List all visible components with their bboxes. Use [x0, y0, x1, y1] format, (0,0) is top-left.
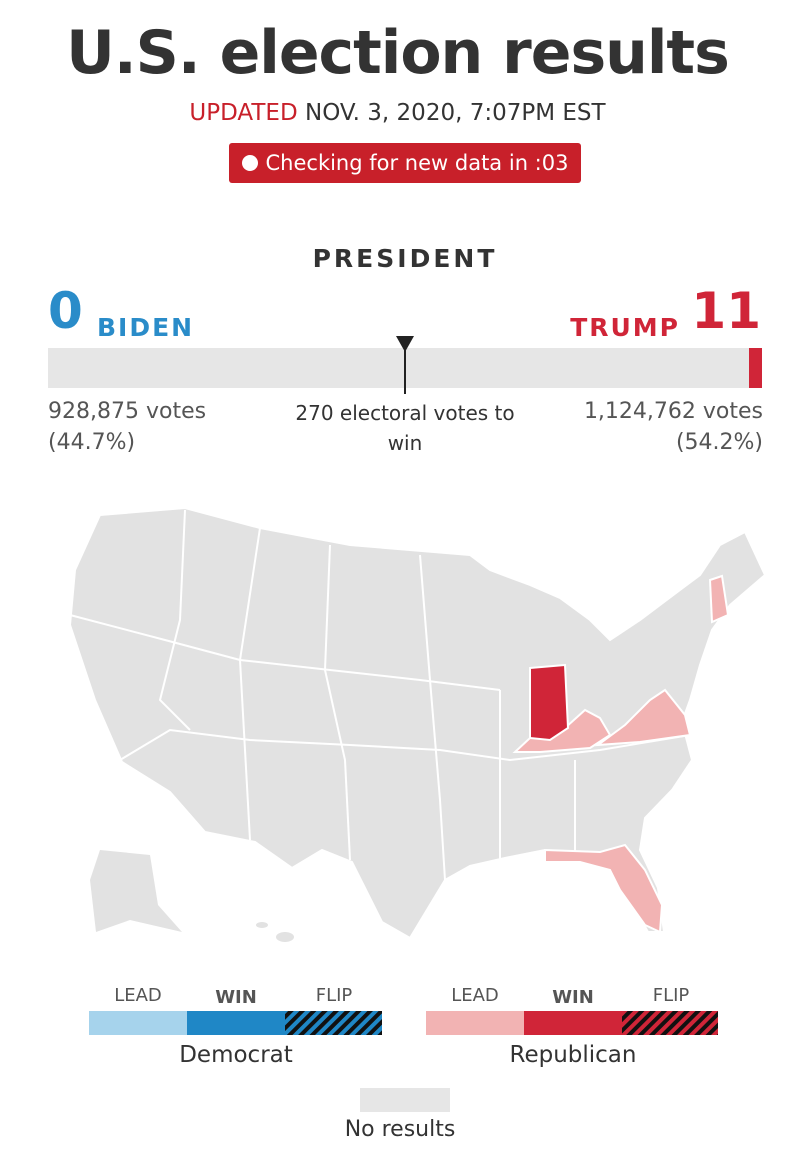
updated-line: UPDATED NOV. 3, 2020, 7:07PM EST — [0, 100, 795, 126]
legend-label: WIN — [552, 987, 594, 1008]
refresh-badge: Checking for new data in :03 — [229, 143, 581, 183]
updated-label: UPDATED — [189, 100, 298, 126]
trump-electoral-votes: 11 — [691, 282, 761, 340]
legend-party: Democrat — [179, 1042, 293, 1068]
trump-name: TRUMP — [570, 313, 680, 342]
biden-vote-count: 928,875 votes — [48, 399, 207, 424]
refresh-text: Checking for new data in :03 — [265, 151, 569, 175]
legend-label: FLIP — [652, 985, 690, 1006]
threshold-marker — [396, 336, 414, 352]
rep-lead-swatch — [426, 1011, 524, 1035]
legend-label: LEAD — [451, 985, 499, 1006]
legend-party: Republican — [509, 1042, 637, 1068]
rep-flip-swatch — [622, 1011, 718, 1035]
legend-label: FLIP — [315, 985, 353, 1006]
border — [238, 527, 261, 841]
threshold-text: 270 electoral votes to win — [295, 401, 515, 455]
hawaii — [256, 922, 268, 928]
legend-label: WIN — [215, 987, 257, 1008]
legend-swatches — [89, 1011, 718, 1035]
state-kentucky — [512, 708, 612, 753]
border — [158, 509, 191, 731]
trump-vote-share: (54.2%) — [675, 430, 763, 455]
contiguous-us — [68, 506, 767, 940]
trump-vote-count: 1,124,762 votes — [583, 399, 763, 424]
alaska — [90, 850, 182, 932]
biden-electoral-votes: 0 — [48, 282, 83, 340]
dem-flip-swatch — [285, 1011, 382, 1035]
dem-win-swatch — [187, 1011, 285, 1035]
no-results-swatch — [360, 1088, 450, 1112]
state-indiana — [529, 663, 570, 742]
legend-label: LEAD — [114, 985, 162, 1006]
state-virginia — [594, 688, 692, 747]
updated-time: NOV. 3, 2020, 7:07PM EST — [305, 100, 606, 126]
no-results-label: No results — [344, 1117, 456, 1142]
hawaii — [276, 932, 294, 942]
trump-votes: 1,124,762 votes (54.2%) — [584, 396, 763, 458]
biden-votes: 928,875 votes (44.7%) — [48, 396, 206, 458]
state-florida — [544, 843, 664, 934]
state-new-hampshire — [708, 574, 730, 624]
border — [419, 554, 446, 881]
state-borders — [69, 509, 691, 881]
refresh-dot — [241, 155, 258, 171]
electoral-bar — [48, 336, 762, 394]
page-title: U.S. election results — [66, 18, 730, 88]
border — [119, 728, 691, 762]
dem-lead-swatch — [89, 1011, 187, 1035]
border — [323, 544, 351, 861]
rep-win-swatch — [524, 1011, 622, 1035]
race-title: PRESIDENT — [312, 244, 498, 273]
border — [69, 614, 501, 691]
biden-name: BIDEN — [97, 313, 195, 342]
trump-bar — [749, 348, 762, 388]
biden-vote-share: (44.7%) — [48, 430, 136, 455]
